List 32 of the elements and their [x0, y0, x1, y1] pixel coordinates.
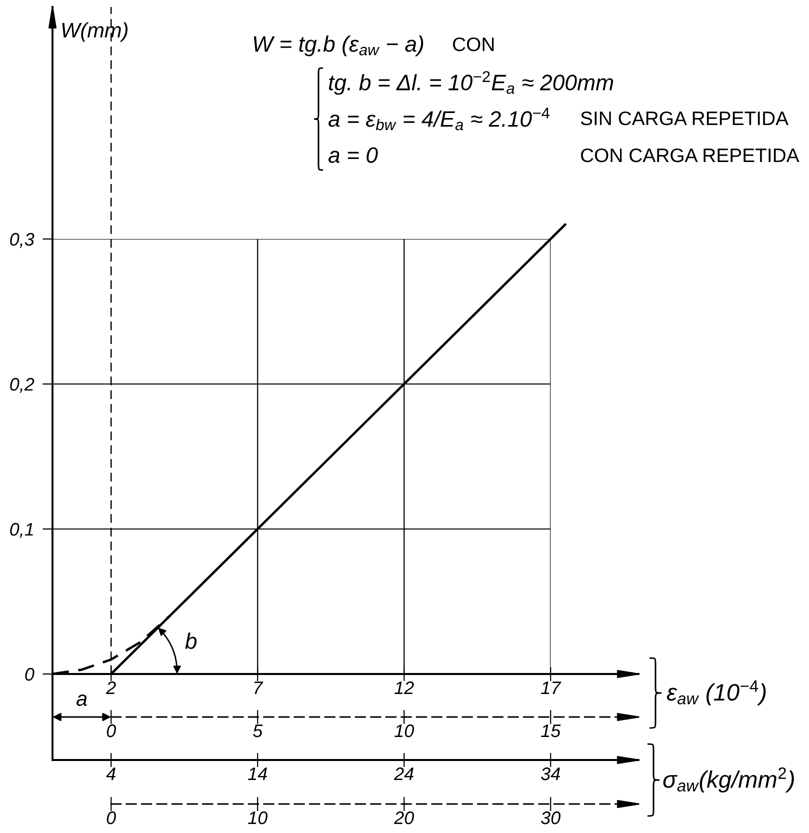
x-tick-label: 7: [254, 682, 264, 694]
annotation: a = 0: [328, 147, 378, 163]
x2-tick-label: 24: [394, 767, 414, 780]
y-tick-label: 0: [25, 668, 34, 681]
x2-axis-title: σ$_{aw}$(kg/mm$^{2}$): [663, 767, 794, 793]
x-tick-label: 2: [106, 681, 116, 694]
y-tick-label: 0,1: [10, 522, 33, 538]
x-tick-label: 12: [394, 681, 414, 694]
x2-tick-label: 34: [540, 767, 560, 780]
annotation: SIN CARGA REPETIDA: [580, 111, 788, 126]
x2-tick-label: 4: [106, 768, 116, 780]
text: 0: [106, 724, 116, 738]
annotation: a = ε$_{bw}$ = 4/E$_{a}$ ≈ 2.10$^{−4}$: [328, 108, 550, 130]
y-tick-label: 0,2: [10, 378, 34, 393]
annotation: b: [185, 632, 197, 649]
y-tick-label: 0,3: [10, 232, 34, 248]
text: 10: [248, 811, 268, 824]
text: 5: [252, 724, 263, 738]
text: 10: [394, 724, 414, 738]
annotation: W = tg.b (ε$_{aw}$ − a): [254, 36, 424, 56]
annotation: CON: [452, 37, 494, 52]
annotation: CON CARGA REPETIDA: [580, 148, 800, 162]
text: a: [76, 694, 87, 706]
text: 30: [540, 811, 560, 824]
y-axis-title: W(mm): [62, 22, 128, 42]
text: 0: [106, 811, 116, 824]
x-axis-title: ε$_{aw}$ (10$^{−4}$): [666, 680, 766, 706]
annotation: tg. b = Δl. = 10$^{−2}$E$_{a}$ ≈ 200mm: [329, 71, 614, 95]
x-tick-label: 17: [541, 682, 562, 694]
x2-tick-label: 14: [248, 768, 267, 780]
text: 20: [394, 811, 414, 824]
text: 15: [541, 724, 561, 738]
